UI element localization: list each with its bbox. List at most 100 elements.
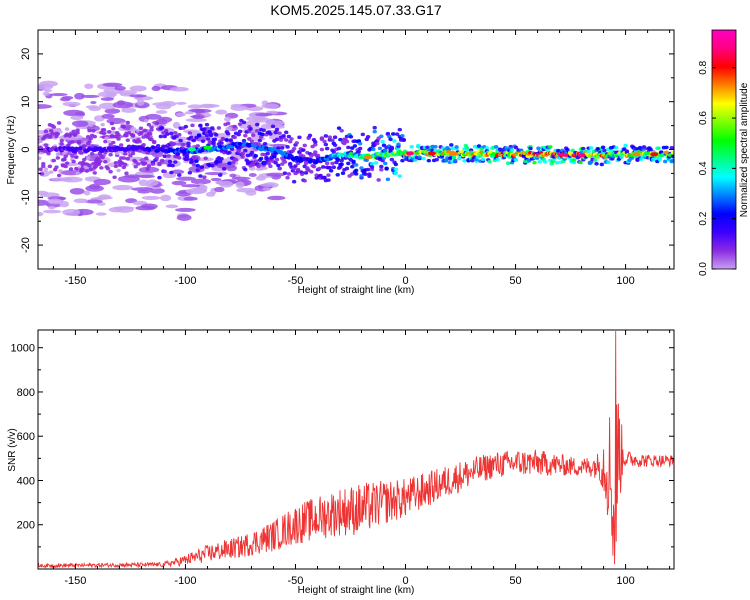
spectrogram-cell	[91, 128, 96, 133]
spectrogram-cell	[324, 146, 330, 151]
x-tick-label: 100	[616, 275, 634, 287]
spectrogram-cell	[554, 160, 560, 165]
spectrogram-cell	[218, 173, 223, 177]
spectrogram-cell	[104, 136, 109, 140]
spectrogram-cell	[111, 140, 116, 145]
spectrogram-cell	[311, 164, 317, 169]
spectrogram-cell	[443, 158, 449, 163]
spectrogram-cell	[346, 161, 351, 166]
spectrogram-cell	[433, 144, 438, 149]
spectrogram-cell	[98, 91, 118, 98]
spectrogram-cell	[303, 161, 309, 166]
spectrogram-cell	[128, 153, 133, 158]
spectrogram-cell	[232, 124, 237, 129]
spectrogram-cell	[62, 208, 81, 216]
spectrogram-cell	[162, 154, 167, 159]
spectrogram-cell	[354, 172, 359, 176]
spectrogram-cell	[571, 160, 577, 165]
spectrogram-cell	[656, 146, 661, 150]
spectrogram-cell	[258, 156, 264, 161]
spectrogram-cell	[182, 129, 201, 134]
spectrogram-hotspot	[188, 147, 197, 152]
spectrogram-cell	[240, 155, 245, 159]
spectrogram-cell	[286, 172, 292, 176]
spectrogram-cell	[171, 180, 187, 186]
snr-series	[38, 331, 674, 569]
spectrogram-cell	[542, 160, 548, 164]
spectrogram-cell	[276, 146, 281, 150]
spectrogram-cell	[388, 137, 393, 142]
spectrogram-cell	[261, 128, 266, 133]
spectrogram-cell	[487, 159, 492, 164]
spectrogram-cell	[670, 158, 674, 163]
spectrogram-cell	[116, 137, 121, 141]
spectrogram-cell	[129, 85, 147, 92]
spectrogram-cell	[114, 85, 126, 91]
spectrogram-cell	[359, 174, 364, 178]
spectrogram-cell	[113, 160, 119, 165]
spectrogram-cell	[177, 132, 182, 137]
spectrogram-cell	[161, 144, 166, 149]
spectrogram-cell	[49, 129, 54, 133]
spectrogram-cell	[365, 167, 371, 172]
spectrogram-cell	[112, 175, 117, 180]
spectrogram-cell	[369, 165, 375, 169]
colorbar-tick-label: 0.2	[698, 211, 709, 225]
spectrogram-cell	[229, 147, 235, 151]
spectrogram-cell	[670, 154, 674, 159]
spectrogram-cell	[151, 86, 161, 92]
spectrogram-cell	[237, 129, 243, 134]
spectrogram-cell	[548, 145, 553, 149]
spectrogram-cell	[64, 127, 70, 131]
colorbar-tick-label: 0.6	[698, 111, 709, 125]
spectrogram-cell	[176, 214, 192, 221]
spectrogram-cell	[42, 91, 50, 96]
spectrogram-cell	[225, 121, 231, 126]
spectrogram-cell	[301, 148, 306, 152]
spectrogram-cell	[379, 164, 384, 169]
spectrogram-cell	[144, 156, 149, 160]
spectrogram-cell	[599, 162, 605, 167]
spectrogram-cell	[215, 180, 224, 185]
spectrogram-cell	[70, 140, 75, 144]
spectrogram-cell	[125, 156, 130, 161]
spectrogram-cell	[154, 156, 160, 161]
spectrogram-cell	[397, 174, 402, 178]
spectrogram-cell	[664, 145, 669, 150]
spectrogram-cell	[513, 145, 519, 150]
spectrogram-cell	[88, 167, 94, 171]
spectrogram-cell	[269, 143, 288, 147]
spectrogram-cell	[315, 153, 321, 158]
spectrogram-cell	[307, 133, 313, 138]
spectrogram-cell	[125, 138, 130, 142]
spectrogram-cell	[287, 161, 293, 166]
spectrogram-cell	[61, 176, 83, 183]
spectrogram-cell	[328, 168, 334, 173]
spectrogram-cell	[142, 128, 148, 133]
spectrogram-cell	[277, 131, 282, 135]
spectrogram-cell	[249, 139, 255, 144]
spectrogram-cell	[149, 128, 154, 132]
spectrogram-cell	[198, 174, 203, 178]
spectrogram-cell	[185, 188, 207, 195]
spectrogram-cell	[195, 144, 200, 148]
spectrogram-cell	[88, 136, 94, 141]
spectrogram-cell	[332, 135, 338, 139]
spectrogram-cell	[72, 120, 89, 127]
spectrogram-cell	[183, 196, 198, 201]
spectrogram-cell	[108, 142, 113, 147]
spectrogram-cell	[204, 133, 210, 138]
spectrogram-cell	[113, 164, 119, 169]
spectrogram-cell	[172, 121, 181, 129]
spectrogram-cell	[230, 104, 248, 111]
spectrogram-cell	[400, 134, 405, 138]
spectrogram-cell	[62, 101, 81, 107]
spectrogram-cell	[185, 152, 190, 156]
spectrogram-cell	[360, 132, 366, 137]
spectrogram-cell	[121, 165, 127, 170]
spectrogram-cell	[109, 121, 115, 126]
spectrogram-cell	[162, 134, 167, 139]
spectrogram-cell	[167, 159, 173, 164]
spectrogram-hotspot	[577, 153, 586, 158]
